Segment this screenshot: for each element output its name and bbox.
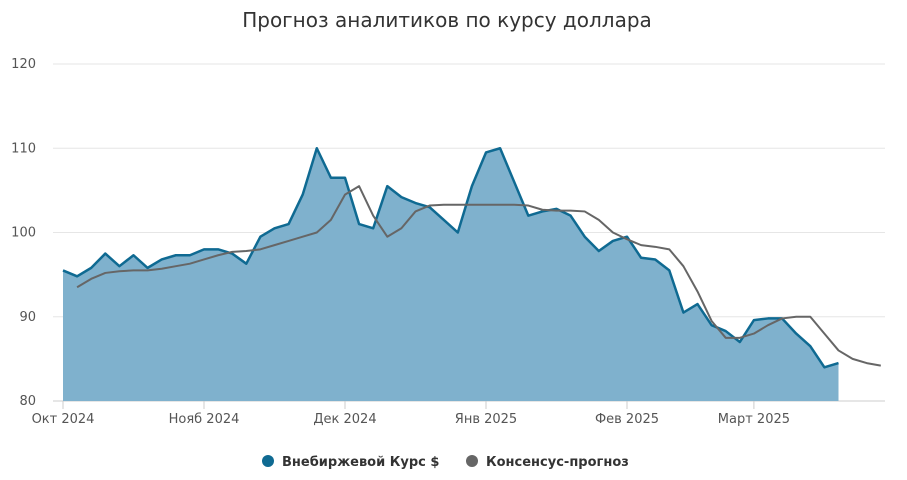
line — [76, 185, 881, 367]
y-tick-label: 120 — [11, 57, 36, 72]
x-tick-label: Нояб 2024 — [169, 412, 240, 427]
legend-marker — [466, 455, 478, 467]
x-tick-label: Дек 2024 — [313, 412, 376, 427]
y-tick-label: 90 — [19, 310, 36, 325]
area-fill — [63, 148, 839, 401]
x-tick-label: Янв 2025 — [455, 412, 517, 427]
legend-label: Внебиржевой Курс $ — [282, 455, 439, 470]
area-line — [62, 147, 839, 369]
x-tick-label: Фев 2025 — [595, 412, 659, 427]
x-tick-label: Окт 2024 — [32, 412, 95, 427]
legend-label: Консенсус-прогноз — [486, 455, 629, 470]
y-tick-label: 100 — [11, 226, 36, 241]
y-tick-label: 80 — [19, 394, 36, 409]
legend-marker — [262, 455, 274, 467]
chart-title: Прогноз аналитиков по курсу доллара — [242, 8, 652, 32]
x-tick-label: Март 2025 — [718, 412, 790, 427]
y-tick-label: 110 — [11, 141, 36, 156]
